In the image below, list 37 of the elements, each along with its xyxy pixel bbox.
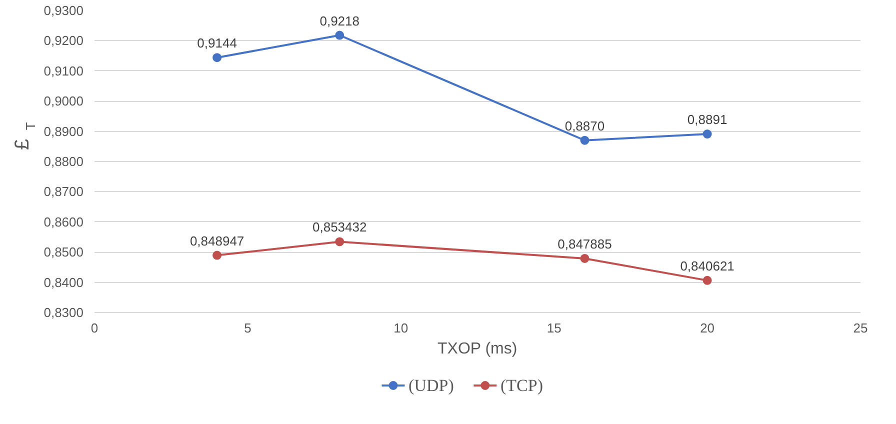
data-label: 0,9218	[320, 13, 360, 28]
point	[702, 276, 712, 285]
y-tick-label: 0,8800	[44, 154, 84, 169]
point	[212, 53, 222, 62]
x-axis-title: TXOP (ms)	[438, 340, 518, 358]
point	[335, 237, 344, 246]
data-label: 0,848947	[190, 233, 244, 248]
data-label: 0,840621	[680, 258, 734, 274]
legend-label: (UDP)	[408, 376, 454, 395]
x-tick-label: 15	[546, 320, 562, 336]
y-tick-label: 0,9200	[44, 33, 84, 48]
point	[580, 254, 590, 263]
y-tick-label: 0,9300	[44, 3, 84, 18]
y-tick-label: 0,8400	[44, 274, 84, 290]
y-tick-label: 0,8700	[44, 184, 84, 200]
x-tick-label: 20	[700, 320, 715, 336]
data-label: 0,847885	[558, 236, 612, 252]
y-tick-label: 0,9000	[44, 94, 84, 109]
data-label: 0,8891	[687, 112, 728, 128]
y-tick-label: 0,9100	[44, 63, 84, 78]
y-tick-label: 0,8500	[44, 244, 84, 260]
data-label: 0,853432	[312, 220, 367, 235]
data-label: 0,9144	[197, 36, 237, 51]
x-tick-label: 25	[853, 320, 868, 336]
x-tick-label: 5	[244, 320, 252, 336]
x-tick-label: 10	[394, 320, 408, 336]
legend-label: (TCP)	[500, 376, 543, 395]
point	[212, 250, 222, 260]
point	[702, 130, 712, 139]
y-tick-label: 0,8600	[44, 214, 84, 230]
y-axis-title: £T	[12, 122, 38, 150]
point	[335, 30, 344, 40]
y-tick-label: 0,8300	[44, 305, 84, 320]
point	[580, 136, 590, 145]
data-label: 0,8870	[564, 118, 605, 134]
x-tick-label: 0	[90, 320, 98, 336]
y-tick-label: 0,8900	[44, 124, 84, 139]
